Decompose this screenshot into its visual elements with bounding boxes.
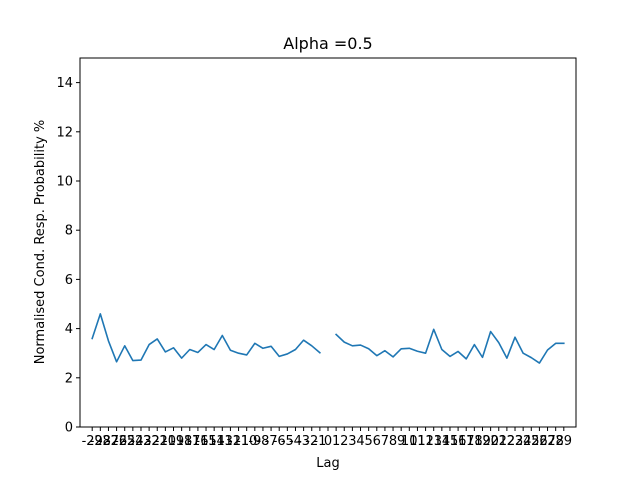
x-tick-label: 15 xyxy=(442,434,459,449)
x-tick-label: -1 xyxy=(313,434,326,449)
x-tick-label: -8 xyxy=(256,434,269,449)
x-tick-label: -9 xyxy=(248,434,261,449)
y-tick-label: 0 xyxy=(65,421,73,436)
x-tick-label: -2 xyxy=(305,434,318,449)
y-tick-label: 6 xyxy=(65,273,73,288)
x-tick-label: -5 xyxy=(281,434,294,449)
x-tick-label: -10 xyxy=(236,434,257,449)
x-tick-label: -7 xyxy=(265,434,278,449)
x-tick-label: 4 xyxy=(356,434,364,449)
x-tick-label: 21 xyxy=(490,434,507,449)
y-axis-ticks: 0 2 4 6 8 10 12 14 xyxy=(56,76,80,436)
x-tick-label: -3 xyxy=(297,434,310,449)
x-tick-label: 13 xyxy=(425,434,442,449)
x-tick-label: -25 xyxy=(114,434,135,449)
x-tick-label: 23 xyxy=(507,434,524,449)
x-tick-label: 7 xyxy=(381,434,389,449)
x-tick-label: 19 xyxy=(474,434,491,449)
x-tick-label: 20 xyxy=(482,434,499,449)
x-tick-label: -23 xyxy=(130,434,151,449)
x-tick-label: 14 xyxy=(434,434,451,449)
y-tick-label: 10 xyxy=(56,175,73,190)
x-tick-label: 26 xyxy=(531,434,548,449)
y-tick-label: 2 xyxy=(65,371,73,386)
x-tick-label: -6 xyxy=(273,434,286,449)
x-tick-label: -28 xyxy=(90,434,111,449)
y-tick-label: 12 xyxy=(56,125,73,140)
x-tick-label: 18 xyxy=(466,434,483,449)
x-tick-label: 24 xyxy=(515,434,532,449)
x-tick-label: 6 xyxy=(373,434,381,449)
x-tick-label: 22 xyxy=(499,434,516,449)
series-line-segment-2 xyxy=(334,328,565,364)
x-tick-label: -19 xyxy=(163,434,184,449)
x-axis-ticks: -29-28-27-26-25-24-23-22-21-20-19-18-17-… xyxy=(82,427,572,449)
x-tick-label: -22 xyxy=(138,434,159,449)
x-tick-label: 11 xyxy=(409,434,426,449)
x-tick-label: -12 xyxy=(220,434,241,449)
x-axis-label: Lag xyxy=(316,456,339,471)
x-tick-label: 25 xyxy=(523,434,540,449)
x-tick-label: -11 xyxy=(228,434,249,449)
y-tick-label: 4 xyxy=(65,322,73,337)
x-tick-label: -24 xyxy=(122,434,143,449)
x-tick-label: 1 xyxy=(332,434,340,449)
x-tick-label: 9 xyxy=(397,434,405,449)
x-tick-label: 8 xyxy=(389,434,397,449)
x-tick-label: -17 xyxy=(179,434,200,449)
x-tick-label: -27 xyxy=(98,434,119,449)
x-tick-label: -29 xyxy=(82,434,103,449)
x-tick-label: 27 xyxy=(539,434,556,449)
y-tick-label: 8 xyxy=(65,224,73,239)
chart-title: Alpha =0.5 xyxy=(283,34,372,53)
x-tick-label: -15 xyxy=(195,434,216,449)
x-tick-label: 16 xyxy=(450,434,467,449)
y-axis-label: Normalised Cond. Resp. Probability % xyxy=(33,120,48,365)
x-tick-label: -18 xyxy=(171,434,192,449)
x-tick-label: -16 xyxy=(187,434,208,449)
x-tick-label: -26 xyxy=(106,434,127,449)
x-tick-label: -14 xyxy=(204,434,225,449)
x-tick-label: 0 xyxy=(324,434,332,449)
plot-layer xyxy=(91,313,565,364)
x-tick-label: -20 xyxy=(155,434,176,449)
x-tick-label: -13 xyxy=(212,434,233,449)
y-tick-label: 14 xyxy=(56,76,73,91)
x-tick-label: 29 xyxy=(556,434,573,449)
x-tick-label: -4 xyxy=(289,434,302,449)
x-tick-label: 12 xyxy=(417,434,434,449)
x-tick-label: 10 xyxy=(401,434,418,449)
x-tick-label: -21 xyxy=(147,434,168,449)
x-tick-label: 28 xyxy=(547,434,564,449)
series-line-segment-1 xyxy=(91,313,321,363)
x-tick-label: 3 xyxy=(348,434,356,449)
x-tick-label: 2 xyxy=(340,434,348,449)
x-tick-label: 17 xyxy=(458,434,475,449)
x-tick-label: 5 xyxy=(365,434,373,449)
